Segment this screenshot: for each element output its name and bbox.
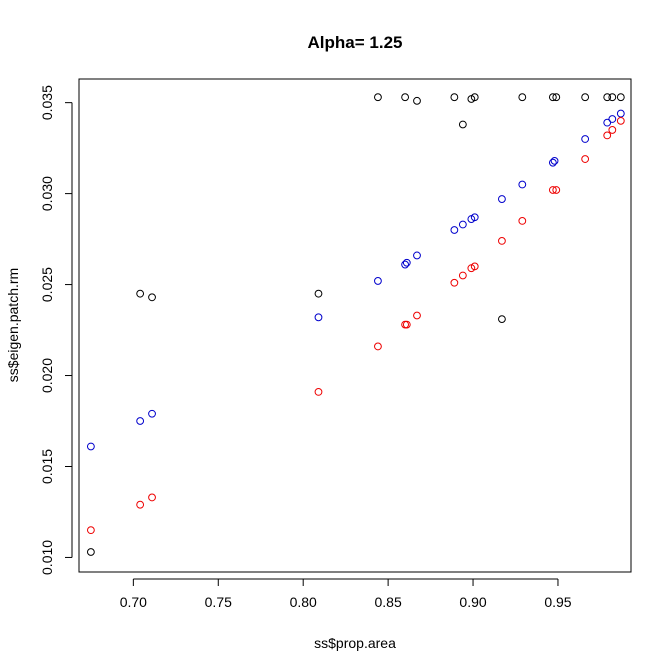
y-tick-label: 0.035 — [39, 85, 55, 120]
data-point — [413, 311, 421, 320]
data-point — [86, 442, 95, 451]
data-point — [458, 271, 467, 280]
data-point — [498, 195, 506, 203]
data-point — [314, 388, 323, 396]
data-point — [314, 289, 323, 298]
y-tick-label: 0.030 — [39, 176, 55, 211]
data-point — [608, 93, 617, 102]
data-point — [148, 293, 156, 302]
data-point — [413, 251, 421, 260]
x-tick-label: 0.95 — [544, 594, 571, 610]
x-tick-label: 0.70 — [120, 594, 147, 610]
data-point — [374, 277, 382, 285]
data-point — [616, 93, 625, 102]
data-point — [450, 93, 459, 102]
data-point — [603, 118, 612, 127]
y-tick-label: 0.015 — [39, 449, 55, 484]
data-point — [136, 417, 145, 425]
data-point — [136, 289, 145, 298]
x-tick-label: 0.85 — [374, 594, 401, 610]
y-tick-label: 0.025 — [39, 267, 55, 302]
data-point — [608, 126, 617, 134]
data-point — [603, 131, 612, 140]
data-point — [413, 96, 421, 105]
data-point — [470, 262, 479, 271]
data-point — [616, 116, 625, 125]
data-point — [498, 237, 506, 245]
data-point — [374, 342, 382, 351]
data-point — [616, 109, 625, 118]
data-point — [470, 213, 479, 222]
data-point — [498, 315, 506, 324]
data-point — [550, 156, 559, 165]
data-point — [518, 93, 527, 102]
plot-frame — [78, 78, 632, 573]
data-point — [402, 320, 411, 329]
data-point — [552, 186, 561, 194]
data-point — [548, 93, 557, 102]
data-point — [581, 93, 590, 102]
y-axis-label: ss$eigen.patch.rm — [5, 268, 21, 382]
data-point — [581, 155, 590, 163]
data-point — [608, 115, 617, 123]
data-point — [86, 548, 95, 556]
data-point — [314, 313, 323, 322]
data-point — [458, 120, 467, 129]
data-point — [450, 226, 459, 234]
x-axis-label: ss$prop.area — [314, 635, 396, 651]
data-point — [148, 493, 156, 502]
x-tick-label: 0.80 — [290, 594, 317, 610]
y-tick-label: 0.010 — [39, 540, 55, 575]
data-point — [603, 93, 612, 102]
data-point — [581, 135, 590, 143]
data-point — [401, 260, 410, 269]
data-point — [402, 258, 411, 267]
data-point — [518, 216, 527, 225]
x-axis: 0.70 0.75 0.80 0.85 0.90 0.95 — [120, 578, 572, 610]
x-tick-label: 0.75 — [205, 594, 232, 610]
data-point — [136, 500, 145, 509]
data-point — [548, 158, 557, 167]
data-point — [148, 409, 156, 418]
data-point — [458, 220, 467, 229]
data-point — [552, 93, 561, 102]
y-axis: 0.010 0.015 0.020 0.025 0.030 0.035 — [39, 85, 73, 575]
data-point — [470, 93, 479, 102]
data-point — [450, 278, 459, 287]
data-point — [401, 93, 410, 102]
chart-title: Alpha= 1.25 — [308, 33, 403, 52]
data-point — [548, 186, 557, 194]
data-point — [518, 180, 527, 189]
y-tick-label: 0.020 — [39, 358, 55, 393]
data-point — [374, 93, 382, 102]
data-points — [86, 93, 625, 556]
data-point — [86, 526, 95, 535]
x-tick-label: 0.90 — [459, 594, 486, 610]
